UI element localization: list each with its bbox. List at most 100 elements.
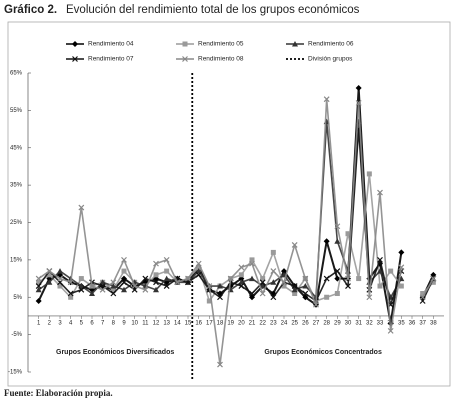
legend-marker	[182, 56, 188, 62]
data-point	[377, 283, 383, 289]
data-point	[430, 275, 437, 282]
y-tick-label: 65%	[10, 71, 23, 77]
x-tick-label: 16	[195, 321, 202, 327]
data-point	[217, 294, 223, 301]
legend-label: Rendimiento 07	[88, 56, 134, 63]
x-tick-label: 37	[419, 321, 426, 327]
x-tick-label: 26	[302, 321, 309, 327]
data-point	[206, 298, 212, 304]
data-point	[270, 249, 276, 255]
data-point	[334, 223, 341, 230]
data-point	[35, 286, 42, 293]
data-point	[323, 275, 330, 282]
data-point	[89, 290, 95, 297]
x-tick-label: 3	[58, 321, 62, 327]
data-point	[195, 271, 202, 278]
data-point	[174, 279, 181, 286]
x-tick-label: 31	[355, 321, 362, 327]
x-tick-label: 10	[131, 321, 138, 327]
x-tick-label: 9	[122, 321, 126, 327]
data-point	[291, 283, 298, 289]
data-point	[398, 264, 405, 271]
data-point	[35, 283, 42, 289]
y-tick-label: -5%	[11, 332, 22, 338]
data-point	[292, 291, 298, 297]
legend-marker	[72, 56, 78, 62]
legend-marker	[72, 41, 78, 47]
data-point	[281, 268, 287, 275]
x-tick-label: 1	[37, 321, 41, 327]
x-tick-label: 24	[281, 321, 288, 327]
data-point	[377, 256, 383, 263]
y-tick-label: 45%	[10, 145, 23, 151]
x-tick-label: 29	[334, 321, 341, 327]
data-point	[388, 268, 394, 274]
x-tick-label: 5	[80, 321, 84, 327]
data-point	[366, 294, 373, 301]
data-point	[153, 279, 159, 286]
data-point	[270, 294, 277, 301]
legend-label: Rendimiento 04	[88, 41, 134, 48]
data-point	[355, 99, 362, 106]
x-tick-label: 32	[366, 321, 373, 327]
data-point	[377, 189, 383, 196]
data-point	[121, 286, 127, 293]
data-point	[78, 204, 85, 211]
data-point	[78, 276, 84, 282]
data-point	[323, 96, 330, 103]
data-point	[345, 283, 351, 289]
x-tick-label: 12	[153, 321, 160, 327]
x-tick-label: 20	[238, 321, 245, 327]
data-point	[356, 276, 362, 282]
data-point	[131, 283, 138, 289]
data-point	[302, 275, 309, 282]
x-tick-label: 23	[270, 321, 277, 327]
chart-title-label: Gráfico 2.	[4, 4, 57, 16]
y-tick-label: -15%	[8, 370, 23, 376]
data-point	[334, 238, 341, 244]
data-point	[163, 256, 170, 263]
data-point	[259, 279, 266, 286]
legend-marker	[292, 41, 298, 47]
legend-label: División grupos	[308, 56, 353, 63]
data-point	[99, 286, 106, 293]
chart-title: Evolución del rendimiento total de los g…	[66, 4, 360, 16]
data-point	[153, 260, 159, 267]
x-tick-label: 4	[69, 321, 73, 327]
data-point	[46, 272, 52, 278]
data-point	[121, 279, 127, 286]
data-point	[164, 268, 170, 274]
data-point	[387, 327, 394, 334]
data-point	[121, 268, 127, 274]
source-note: Fuente: Elaboración propia.	[4, 388, 113, 398]
data-point	[281, 283, 287, 289]
data-point	[99, 279, 106, 285]
y-tick-label: 25%	[10, 220, 23, 226]
x-tick-label: 11	[142, 321, 149, 327]
data-point	[57, 268, 63, 274]
data-point	[163, 275, 170, 282]
legend-marker	[182, 41, 188, 47]
data-point	[68, 294, 74, 300]
data-point	[302, 283, 309, 289]
chart-frame	[7, 21, 451, 387]
y-tick-label: 35%	[10, 183, 23, 189]
data-point	[35, 275, 42, 282]
x-tick-label: 28	[323, 321, 330, 327]
x-tick-label: 19	[227, 321, 234, 327]
data-point	[324, 294, 330, 300]
data-point	[249, 290, 255, 297]
x-tick-label: 22	[259, 321, 266, 327]
data-point	[334, 275, 341, 282]
data-point	[398, 249, 405, 256]
data-point	[334, 268, 341, 275]
data-point	[420, 291, 426, 297]
data-point	[78, 286, 85, 293]
data-point	[270, 279, 277, 285]
data-point	[110, 287, 116, 293]
data-point	[67, 279, 74, 286]
legend-label: Rendimiento 06	[308, 41, 354, 48]
data-point	[238, 283, 245, 289]
